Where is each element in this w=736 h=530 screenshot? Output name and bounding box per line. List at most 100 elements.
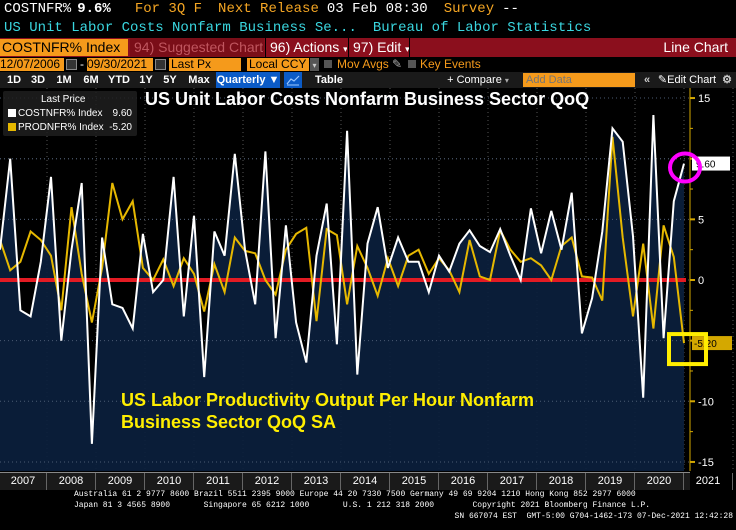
- x-tick-label: 2018: [537, 473, 586, 490]
- x-tick-label: 2010: [145, 473, 194, 490]
- legend: Last Price COSTNFR% Index 9.60 PRODNFR% …: [3, 91, 137, 136]
- currency-dropdown-icon[interactable]: ▾: [310, 58, 319, 71]
- x-tick-label: 2016: [439, 473, 488, 490]
- legend-swatch-yellow: [8, 123, 16, 132]
- mov-avgs-checkbox[interactable]: [324, 60, 332, 68]
- period-bar: 1D 3D 1M 6M YTD 1Y 5Y Max Quarterly ▼ Ta…: [0, 72, 736, 88]
- legend-header: Last Price: [41, 94, 86, 105]
- edit-label: 97) Edit: [353, 39, 402, 55]
- y-tick-label: -15: [698, 457, 714, 469]
- y-tick-label: 15: [698, 93, 710, 105]
- frequency-select[interactable]: Quarterly ▼: [216, 72, 280, 88]
- highlight-circle: [668, 151, 702, 184]
- key-events-checkbox[interactable]: [408, 60, 416, 68]
- security-description: US Unit Labor Costs Nonfarm Business Se.…: [4, 20, 357, 36]
- start-date-input[interactable]: 12/07/2006: [0, 58, 64, 71]
- add-data-input[interactable]: [523, 73, 635, 87]
- actions-label: 96) Actions: [270, 39, 340, 55]
- compare-button[interactable]: + Compare ▾: [446, 72, 510, 88]
- gear-icon[interactable]: ⚙: [722, 74, 732, 86]
- x-tick-label: 2013: [292, 473, 341, 490]
- chart-area: 15 5 0 -10 -15 9.60 -5.20: [0, 88, 736, 471]
- x-tick-label: 2019: [586, 473, 635, 490]
- date-separator: -: [80, 57, 84, 71]
- legend-label: PRODNFR% Index: [18, 122, 104, 133]
- calendar-icon[interactable]: [155, 59, 166, 70]
- legend-value: -5.20: [109, 122, 132, 133]
- date-range-bar: 12/07/2006 - 09/30/2021 Last Px Local CC…: [0, 57, 736, 72]
- next-release-date: 03 Feb 08:30: [326, 1, 428, 17]
- period-3d[interactable]: 3D: [30, 74, 46, 86]
- last-value-tag-prodnfr: [692, 336, 732, 351]
- security-header: COSTNFR% 9.6% For 3Q F Next Release 03 F…: [0, 0, 736, 19]
- frequency-label: Quarterly: [216, 74, 266, 86]
- x-tick-label: 2007: [0, 473, 47, 490]
- footer-contacts-2: Japan 81 3 4565 8900 Singapore 65 6212 1…: [74, 501, 651, 510]
- period-ytd[interactable]: YTD: [108, 74, 130, 86]
- y-tick-label: 0: [698, 275, 704, 287]
- last-value-label-costnfr: 9.60: [696, 160, 716, 171]
- pencil-icon[interactable]: ✎: [392, 57, 403, 71]
- dropdown-arrow-icon: ▾: [343, 44, 347, 54]
- source: Bureau of Labor Statistics: [372, 20, 592, 36]
- costnfr-line: [0, 114, 685, 444]
- x-tick-label: 2020: [635, 473, 684, 490]
- edit-chart-label: Edit Chart: [667, 74, 717, 86]
- x-tick-label: 2015: [390, 473, 439, 490]
- dropdown-arrow-icon: ▾: [405, 44, 410, 54]
- survey-value: --: [502, 1, 519, 17]
- period-1d[interactable]: 1D: [6, 74, 22, 86]
- legend-item-costnfr[interactable]: COSTNFR% Index 9.60: [8, 107, 132, 120]
- y-tick-label: -10: [698, 396, 714, 408]
- line-chart-icon[interactable]: [284, 72, 302, 88]
- price-field-select[interactable]: Last Px: [169, 58, 241, 71]
- currency-select[interactable]: Local CCY: [247, 58, 309, 71]
- legend-value: 9.60: [112, 108, 132, 119]
- end-date-input[interactable]: 09/30/2021: [87, 58, 153, 71]
- period-1y[interactable]: 1Y: [139, 74, 153, 86]
- footer-session: SN 667074 EST GMT-5:00 G704-1462-173 07-…: [454, 512, 733, 521]
- x-tick-label: 2021: [684, 473, 733, 490]
- secondary-title-line-2: Business Sector QoQ SA: [121, 412, 337, 432]
- pencil-icon: ✎: [657, 74, 668, 86]
- line-chart-glyph-icon: [286, 75, 300, 86]
- prodnfr-line: [0, 136, 685, 344]
- legend-label: COSTNFR% Index: [18, 108, 103, 119]
- x-tick-label: 2009: [96, 473, 145, 490]
- actions-menu[interactable]: 96) Actions ▾: [265, 38, 347, 57]
- x-tick-label: 2008: [47, 473, 96, 490]
- x-tick-label: 2017: [488, 473, 537, 490]
- ticker: COSTNFR%: [4, 1, 72, 17]
- edit-chart-button[interactable]: ✎Edit Chart: [656, 72, 718, 88]
- suggested-charts-button[interactable]: 94) Suggested Charts: [130, 38, 264, 57]
- chart-type-label: Line Chart: [663, 39, 728, 55]
- security-input[interactable]: COSTNFR% Index: [0, 39, 128, 56]
- legend-item-prodnfr[interactable]: PRODNFR% Index -5.20: [8, 121, 132, 134]
- description-line: US Unit Labor Costs Nonfarm Business Se.…: [0, 19, 736, 38]
- period-6m[interactable]: 6M: [83, 74, 99, 86]
- secondary-title: US Labor Productivity Output Per Hour No…: [121, 389, 534, 433]
- period-5y[interactable]: 5Y: [163, 74, 177, 86]
- x-tick-label: 2011: [194, 473, 243, 490]
- key-events-label: Key Events: [420, 57, 481, 71]
- period-1m[interactable]: 1M: [56, 74, 72, 86]
- period-max[interactable]: Max: [188, 74, 210, 86]
- collapse-button[interactable]: «: [643, 74, 651, 86]
- legend-swatch-white: [8, 109, 16, 118]
- survey-label: Survey: [443, 1, 495, 17]
- calendar-icon[interactable]: [66, 59, 77, 70]
- chart-title: US Unit Labor Costs Nonfarm Business Sec…: [145, 89, 590, 109]
- period: For 3Q F: [134, 1, 203, 17]
- footer-contacts-1: Australia 61 2 9777 8600 Brazil 5511 239…: [74, 490, 636, 499]
- dropdown-arrow-icon: ▾: [504, 76, 509, 85]
- dropdown-arrow-icon: ▼: [268, 74, 280, 86]
- x-tick-label: 2012: [243, 473, 292, 490]
- current-value: 9.6%: [77, 1, 111, 17]
- edit-menu[interactable]: 97) Edit ▾: [348, 38, 410, 57]
- highlight-square: [667, 332, 708, 367]
- next-release-label: Next Release: [218, 1, 319, 17]
- table-button[interactable]: Table: [315, 74, 343, 86]
- line-chart: 15 5 0 -10 -15 9.60 -5.20: [0, 88, 734, 471]
- compare-label: + Compare: [447, 74, 502, 86]
- secondary-title-line-1: US Labor Productivity Output Per Hour No…: [121, 390, 535, 410]
